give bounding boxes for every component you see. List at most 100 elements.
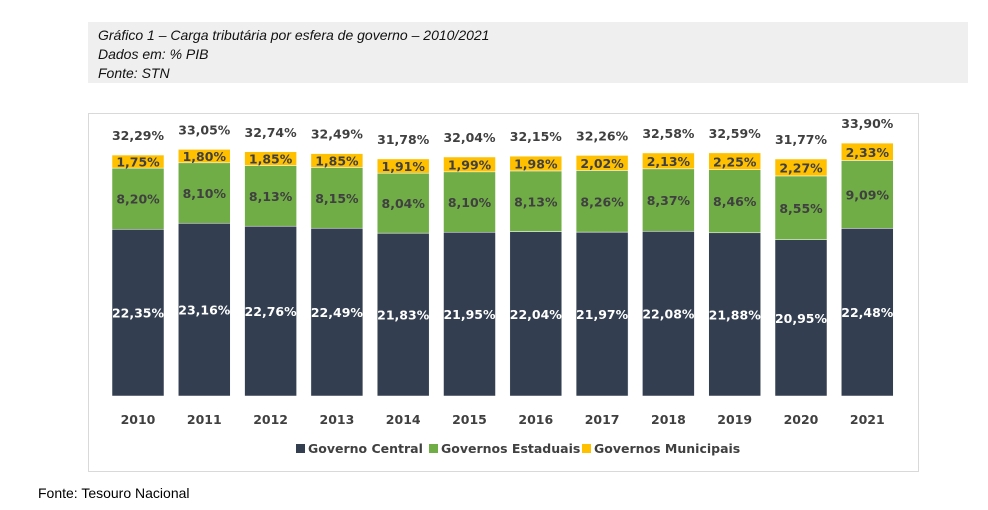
bar-segment	[443, 171, 496, 233]
bar-segment	[178, 222, 231, 397]
total-label: 32,59%	[709, 126, 762, 141]
bar-segment	[841, 160, 894, 229]
x-tick-label: 2013	[320, 412, 355, 427]
data-label: 2,27%	[779, 160, 823, 175]
bar-segment	[774, 239, 828, 397]
legend-label: Governos Municipais	[594, 441, 740, 456]
total-label: 33,05%	[178, 122, 231, 137]
data-label: 1,75%	[116, 155, 160, 170]
bar-segment	[642, 152, 695, 170]
bar-segment	[111, 154, 165, 169]
total-label: 32,49%	[311, 127, 364, 142]
bar-segment	[111, 229, 165, 397]
x-tick-label: 2011	[187, 412, 222, 427]
total-label: 32,15%	[510, 129, 563, 144]
bar-segment	[244, 165, 297, 227]
total-label: 32,26%	[576, 128, 629, 143]
bar-segment	[708, 169, 761, 234]
data-label: 1,99%	[448, 157, 492, 172]
data-label: 23,16%	[178, 303, 231, 318]
x-tick-label: 2017	[585, 412, 620, 427]
data-label: 22,49%	[311, 305, 364, 320]
data-label: 21,97%	[576, 307, 629, 322]
chart-header: Gráfico 1 – Carga tributária por esfera …	[88, 22, 968, 83]
bar-segment	[575, 170, 629, 233]
footer-source: Fonte: Tesouro Nacional	[38, 485, 190, 501]
data-label: 22,08%	[642, 307, 695, 322]
bar-segment	[509, 155, 563, 172]
data-label: 8,55%	[779, 201, 823, 216]
bar-segment	[376, 172, 430, 234]
total-label: 33,90%	[841, 116, 894, 131]
bar-segment	[178, 162, 231, 224]
bar-segment	[708, 152, 761, 170]
data-label: 2,25%	[713, 154, 757, 169]
data-label: 9,09%	[846, 187, 890, 202]
bar-segment	[841, 228, 894, 397]
total-label: 32,74%	[245, 125, 298, 140]
chart-title: Gráfico 1 – Carga tributária por esfera …	[98, 27, 490, 43]
data-label: 2,33%	[846, 145, 890, 160]
x-tick-label: 2016	[518, 412, 553, 427]
bar-segment	[774, 158, 828, 177]
data-label: 21,88%	[709, 307, 762, 322]
bar-segment	[509, 170, 563, 232]
bar-segment	[708, 232, 761, 397]
x-tick-label: 2018	[651, 412, 686, 427]
legend-label: Governo Central	[308, 441, 423, 456]
stacked-bar-chart: 22,35% 8,20% 1,75% 32,29% 2010 23,16% 8,10% 1,8…	[111, 116, 894, 456]
x-tick-label: 2020	[784, 412, 819, 427]
legend-swatch	[429, 444, 438, 453]
data-label: 1,85%	[315, 154, 359, 169]
x-tick-label: 2014	[386, 412, 421, 427]
data-label: 22,76%	[245, 304, 298, 319]
data-label: 21,83%	[377, 308, 430, 323]
data-label: 1,98%	[514, 157, 558, 172]
bar-segment	[310, 167, 364, 229]
x-tick-label: 2015	[452, 412, 487, 427]
x-tick-label: 2010	[121, 412, 156, 427]
chart-units: Dados em: % PIB	[98, 46, 209, 62]
bar-segment	[443, 232, 496, 397]
total-label: 32,58%	[642, 126, 695, 141]
bar-segment	[376, 158, 430, 174]
data-label: 2,13%	[647, 154, 691, 169]
data-label: 8,15%	[315, 191, 359, 206]
x-tick-label: 2019	[717, 412, 752, 427]
x-tick-label: 2012	[253, 412, 288, 427]
data-label: 8,37%	[647, 193, 691, 208]
data-label: 8,13%	[514, 194, 558, 209]
data-label: 1,80%	[183, 149, 227, 164]
data-label: 20,95%	[775, 311, 828, 326]
legend-swatch	[582, 444, 591, 453]
bar-segment	[244, 225, 297, 397]
bar-segment	[642, 231, 695, 397]
total-label: 31,78%	[377, 132, 430, 147]
total-label: 32,04%	[443, 130, 496, 145]
data-label: 8,10%	[448, 195, 492, 210]
data-label: 22,48%	[841, 305, 894, 320]
bar-segment	[310, 153, 364, 168]
bar-segment	[841, 142, 894, 161]
data-label: 1,91%	[382, 159, 426, 174]
data-label: 8,04%	[382, 196, 426, 211]
bar-segment	[774, 175, 828, 240]
bar-segment	[111, 167, 165, 230]
x-tick-label: 2021	[850, 412, 885, 427]
bar-segment	[642, 168, 695, 232]
data-label: 8,13%	[249, 189, 293, 204]
chart-source: Fonte: STN	[98, 65, 170, 81]
bar-segment	[509, 231, 563, 397]
data-label: 2,02%	[580, 156, 624, 171]
legend-swatch	[296, 444, 305, 453]
total-label: 31,77%	[775, 132, 828, 147]
chart-area: 22,35% 8,20% 1,75% 32,29% 2010 23,16% 8,10% 1,8…	[88, 113, 919, 472]
data-label: 1,85%	[249, 152, 293, 167]
data-label: 22,35%	[112, 306, 165, 321]
bar-segment	[178, 149, 231, 164]
data-label: 22,04%	[510, 307, 563, 322]
data-label: 8,26%	[580, 194, 624, 209]
data-label: 8,10%	[183, 186, 227, 201]
bar-segment	[244, 151, 297, 166]
bar-segment	[443, 156, 496, 173]
